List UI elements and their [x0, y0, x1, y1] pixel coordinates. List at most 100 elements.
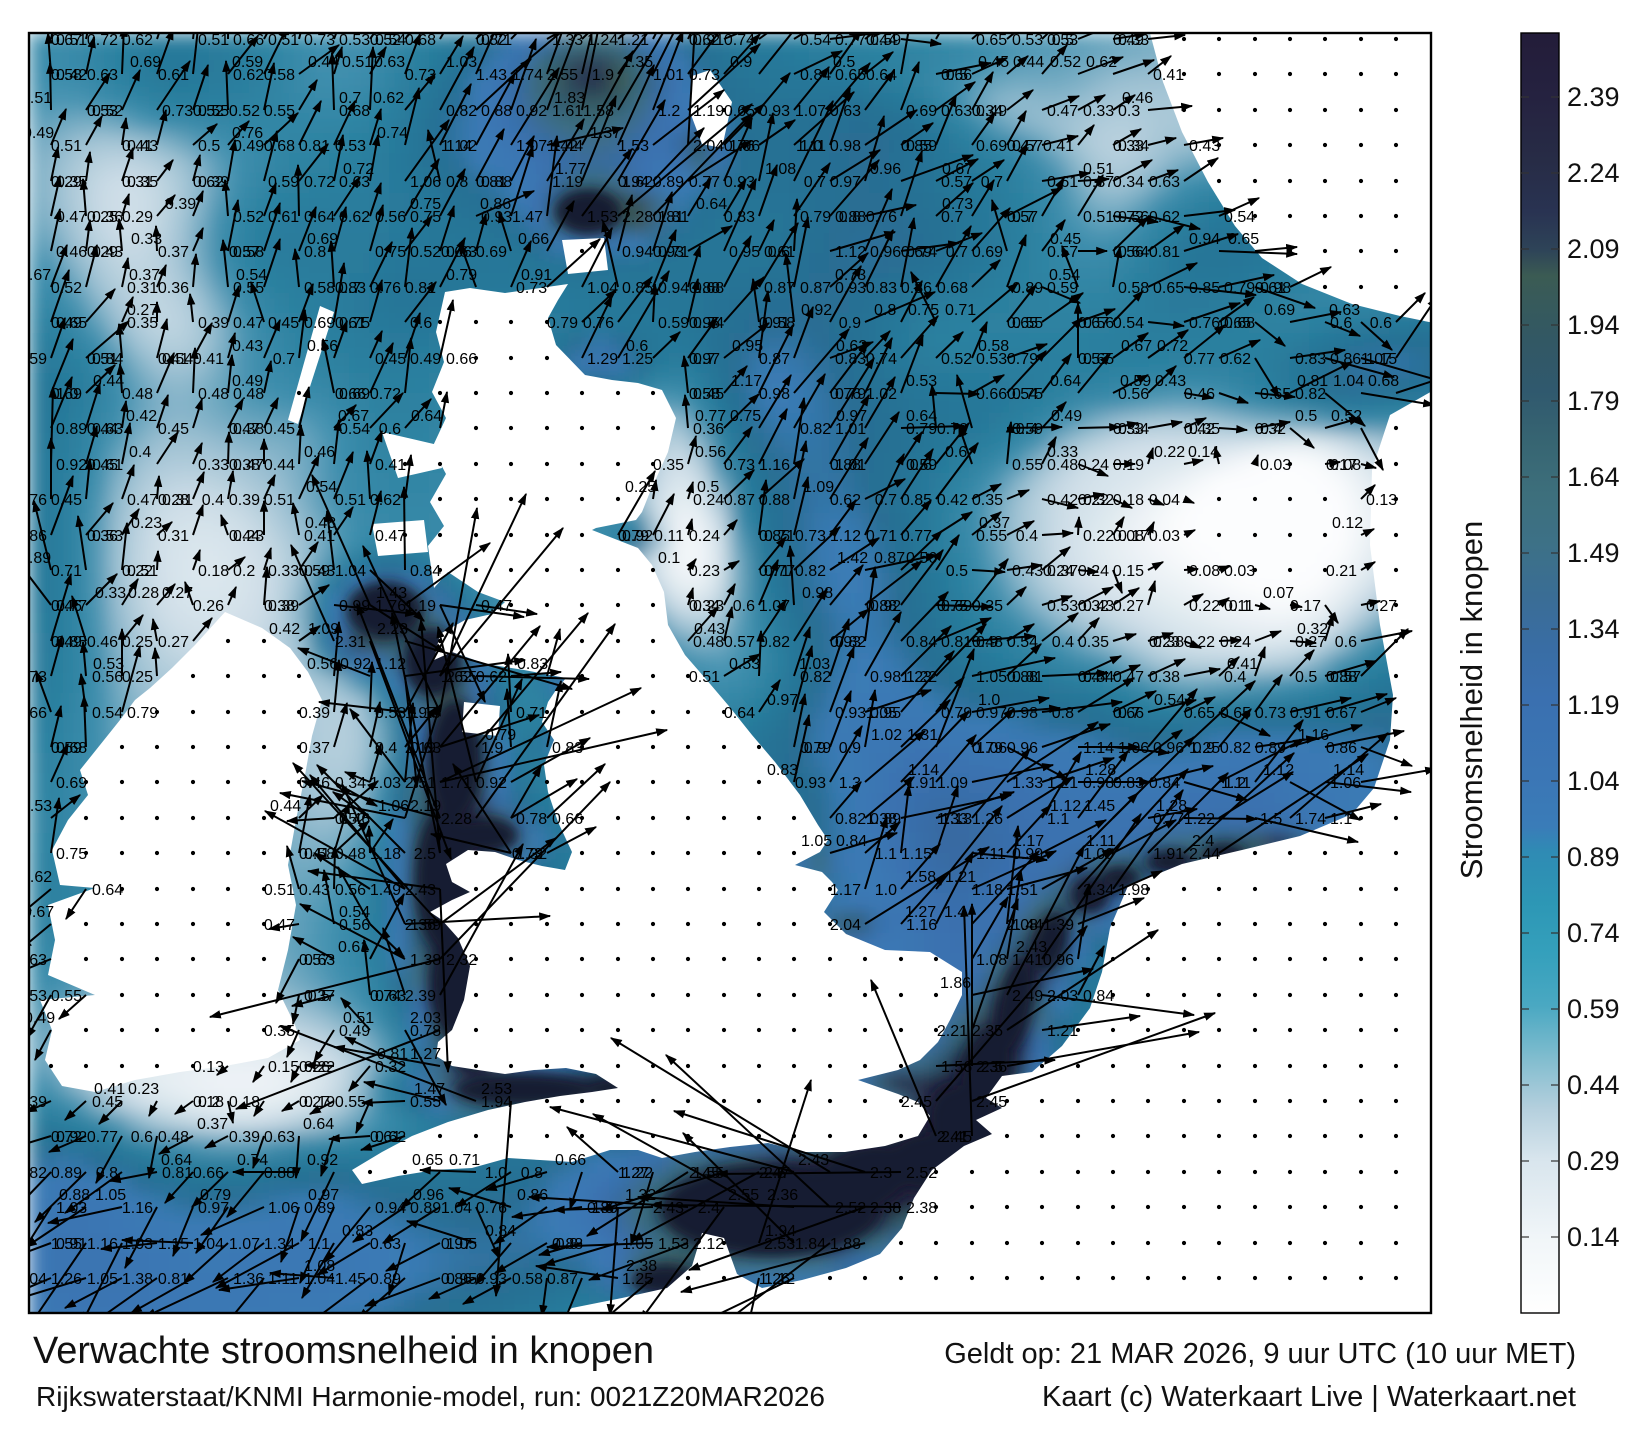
svg-text:0.63: 0.63: [1149, 174, 1180, 191]
svg-text:0.68: 0.68: [264, 138, 295, 155]
svg-text:0.69: 0.69: [906, 103, 937, 120]
svg-text:0.5: 0.5: [946, 67, 968, 84]
svg-text:0.69: 0.69: [976, 138, 1007, 155]
svg-text:0.76: 0.76: [232, 125, 263, 142]
svg-text:1.77: 1.77: [555, 161, 586, 178]
svg-text:0.53: 0.53: [1012, 32, 1043, 49]
svg-text:0.41: 0.41: [1153, 67, 1184, 84]
svg-text:1.11: 1.11: [796, 138, 826, 155]
svg-text:0.7: 0.7: [339, 90, 361, 107]
svg-text:0.63: 0.63: [87, 67, 118, 84]
svg-text:2.55: 2.55: [547, 67, 578, 84]
svg-text:0.46: 0.46: [1122, 90, 1153, 107]
svg-text:1.43: 1.43: [476, 67, 507, 84]
svg-text:0.47: 0.47: [56, 209, 87, 226]
svg-text:1.53: 1.53: [618, 138, 649, 155]
svg-text:0.34: 0.34: [1113, 174, 1144, 191]
svg-text:0.52: 0.52: [233, 209, 264, 226]
svg-text:0.64: 0.64: [304, 209, 335, 226]
svg-text:0.62: 0.62: [689, 32, 720, 49]
svg-text:0.43: 0.43: [1189, 138, 1220, 155]
svg-text:0.65: 0.65: [724, 103, 755, 120]
svg-text:1.2: 1.2: [658, 103, 680, 120]
svg-text:0.5: 0.5: [198, 138, 220, 155]
svg-text:1.37: 1.37: [590, 125, 621, 142]
svg-text:0.29: 0.29: [51, 174, 82, 191]
svg-text:0.53: 0.53: [339, 32, 370, 49]
svg-text:0.63: 0.63: [941, 103, 972, 120]
svg-text:0.63: 0.63: [374, 54, 405, 71]
svg-text:0.54: 0.54: [800, 32, 831, 49]
svg-text:0.51: 0.51: [51, 138, 82, 155]
svg-text:0.65: 0.65: [976, 32, 1007, 49]
svg-text:1.47: 1.47: [512, 209, 543, 226]
svg-text:1.74: 1.74: [512, 67, 543, 84]
svg-text:0.74: 0.74: [377, 125, 408, 142]
svg-text:0.33: 0.33: [1083, 103, 1114, 120]
svg-text:0.73: 0.73: [405, 67, 436, 84]
svg-text:0.64: 0.64: [866, 67, 897, 84]
svg-text:1.07: 1.07: [795, 103, 826, 120]
svg-text:1.42: 1.42: [547, 138, 578, 155]
svg-text:0.49: 0.49: [23, 125, 54, 142]
svg-text:0.34: 0.34: [972, 103, 1003, 120]
svg-text:0.59: 0.59: [268, 174, 299, 191]
svg-text:0.96: 0.96: [870, 161, 901, 178]
svg-text:0.93: 0.93: [759, 103, 790, 120]
svg-text:0.69: 0.69: [130, 54, 161, 71]
svg-text:1.83: 1.83: [554, 90, 585, 107]
svg-text:1.07: 1.07: [516, 138, 547, 155]
svg-text:0.58: 0.58: [264, 67, 295, 84]
svg-text:2.04: 2.04: [693, 138, 724, 155]
svg-text:0.47: 0.47: [1047, 103, 1078, 120]
svg-text:0.98: 0.98: [830, 138, 861, 155]
svg-text:0.76: 0.76: [724, 138, 755, 155]
svg-text:0.62: 0.62: [339, 209, 370, 226]
svg-text:0.5: 0.5: [833, 54, 855, 71]
svg-text:0.41: 0.41: [1043, 138, 1074, 155]
svg-text:1.14: 1.14: [441, 138, 472, 155]
svg-text:0.82: 0.82: [446, 103, 477, 120]
svg-text:0.44: 0.44: [308, 54, 339, 71]
svg-text:0.29: 0.29: [122, 209, 153, 226]
svg-text:0.51: 0.51: [1083, 161, 1114, 178]
svg-text:0.47: 0.47: [1007, 138, 1038, 155]
svg-text:0.51: 0.51: [198, 32, 229, 49]
svg-text:0.77: 0.77: [835, 32, 866, 49]
svg-text:0.51: 0.51: [268, 32, 299, 49]
svg-text:0.7: 0.7: [981, 174, 1003, 191]
svg-text:0.88: 0.88: [481, 103, 512, 120]
svg-text:0.61: 0.61: [1047, 174, 1078, 191]
svg-text:0.25: 0.25: [87, 209, 118, 226]
svg-text:0.62: 0.62: [193, 174, 224, 191]
svg-text:0.31: 0.31: [122, 174, 153, 191]
svg-text:0.81: 0.81: [299, 138, 330, 155]
svg-text:0.55: 0.55: [264, 103, 295, 120]
svg-text:0.52: 0.52: [370, 32, 401, 49]
svg-text:0.33: 0.33: [1113, 138, 1144, 155]
svg-text:0.73: 0.73: [304, 32, 335, 49]
svg-text:0.73: 0.73: [162, 103, 193, 120]
svg-text:0.84: 0.84: [800, 67, 831, 84]
svg-text:1.33: 1.33: [552, 32, 583, 49]
svg-text:0.44: 0.44: [1013, 54, 1044, 71]
svg-text:0.52: 0.52: [1050, 54, 1081, 71]
svg-text:0.82: 0.82: [476, 32, 507, 49]
svg-text:0.86: 0.86: [480, 196, 511, 213]
svg-text:0.7: 0.7: [804, 174, 826, 191]
svg-text:0.74: 0.74: [724, 32, 755, 49]
svg-text:0.72: 0.72: [343, 161, 374, 178]
svg-text:0.53: 0.53: [335, 138, 366, 155]
svg-text:0.59: 0.59: [232, 54, 263, 71]
svg-text:0.94: 0.94: [618, 174, 649, 191]
svg-text:0.89: 0.89: [653, 174, 684, 191]
svg-text:0.45: 0.45: [978, 54, 1009, 71]
svg-text:1.06: 1.06: [410, 174, 441, 191]
svg-text:0.39: 0.39: [165, 196, 196, 213]
svg-text:1.19: 1.19: [693, 103, 724, 120]
svg-text:1.01: 1.01: [653, 67, 684, 84]
svg-text:0.81: 0.81: [476, 174, 507, 191]
svg-text:0.62: 0.62: [1086, 54, 1117, 71]
svg-text:0.92: 0.92: [516, 103, 547, 120]
svg-text:0.52: 0.52: [229, 103, 260, 120]
